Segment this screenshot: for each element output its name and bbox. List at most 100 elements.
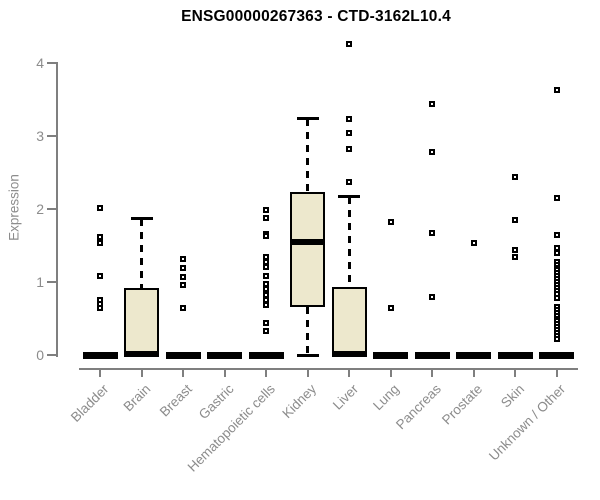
median-line bbox=[124, 350, 159, 357]
outlier-point bbox=[346, 179, 352, 186]
y-axis-tick-label: 0 bbox=[36, 347, 44, 363]
outlier-point bbox=[263, 273, 269, 280]
x-axis-tick bbox=[514, 368, 516, 377]
outlier-point bbox=[97, 204, 103, 211]
outlier-point bbox=[387, 219, 394, 226]
x-axis-label-liver: Liver bbox=[329, 381, 361, 413]
x-axis-tick bbox=[555, 368, 558, 377]
outlier-point bbox=[429, 148, 435, 155]
x-axis-line bbox=[79, 368, 578, 370]
outlier-point bbox=[263, 285, 269, 292]
iqr-box bbox=[290, 191, 325, 307]
chart-title: ENSG00000267363 - CTD-3162L10.4 bbox=[181, 8, 451, 25]
outlier-point bbox=[387, 305, 394, 312]
median-line bbox=[290, 239, 325, 245]
outlier-point bbox=[553, 231, 560, 238]
box-collapsed-at-zero bbox=[456, 351, 491, 359]
outlier-point bbox=[97, 240, 103, 247]
y-axis-tick-label: 1 bbox=[36, 274, 44, 291]
y-axis-tick-label: 2 bbox=[36, 201, 44, 218]
x-axis-label-prostate: Prostate bbox=[439, 381, 486, 428]
outlier-point bbox=[346, 145, 352, 152]
outlier-point bbox=[263, 292, 269, 299]
median-line bbox=[331, 350, 367, 357]
box-collapsed-at-zero bbox=[248, 351, 284, 359]
x-axis-tick bbox=[265, 368, 267, 377]
outlier-point bbox=[553, 244, 560, 251]
outlier-point bbox=[553, 295, 560, 302]
x-axis-label-bladder: Bladder bbox=[68, 381, 112, 425]
outlier-point bbox=[180, 305, 186, 312]
outlier-point bbox=[97, 233, 103, 240]
upper-whisker bbox=[347, 196, 351, 288]
outlier-point bbox=[346, 40, 352, 47]
x-axis-tick bbox=[389, 368, 392, 377]
x-axis-tick bbox=[348, 368, 350, 377]
outlier-point bbox=[429, 229, 435, 236]
outlier-point bbox=[180, 265, 186, 272]
x-axis-label-brain: Brain bbox=[120, 381, 154, 415]
box-collapsed-at-zero bbox=[373, 351, 408, 359]
outlier-point bbox=[553, 87, 560, 94]
outlier-point bbox=[512, 174, 518, 181]
y-axis-tick-label: 3 bbox=[36, 128, 44, 145]
y-axis-tick bbox=[47, 354, 56, 356]
x-axis-tick bbox=[306, 368, 309, 377]
outlier-point bbox=[263, 263, 269, 270]
outlier-point bbox=[180, 273, 186, 280]
outlier-point bbox=[553, 195, 560, 202]
outlier-point bbox=[512, 217, 518, 224]
y-axis-tick bbox=[47, 135, 56, 138]
x-axis-tick bbox=[140, 368, 143, 377]
upper-whisker bbox=[306, 118, 309, 192]
outlier-point bbox=[263, 319, 269, 326]
x-axis-label-gastric: Gastric bbox=[195, 381, 237, 423]
outlier-point bbox=[263, 254, 269, 261]
upper-whisker-cap bbox=[296, 117, 319, 121]
y-axis-line bbox=[56, 62, 58, 357]
outlier-point bbox=[263, 206, 269, 213]
y-axis-tick bbox=[47, 281, 56, 284]
outlier-point bbox=[429, 101, 435, 108]
x-axis-label-kidney: Kidney bbox=[279, 381, 320, 422]
box-collapsed-at-zero bbox=[497, 351, 533, 359]
y-axis-tick-label: 4 bbox=[36, 55, 44, 72]
outlier-point bbox=[512, 253, 518, 260]
box-collapsed-at-zero bbox=[414, 351, 450, 359]
x-axis-label-skin: Skin bbox=[497, 381, 527, 411]
y-axis-tick bbox=[47, 208, 56, 211]
upper-whisker-cap bbox=[338, 195, 360, 199]
outlier-point bbox=[263, 297, 269, 304]
x-axis-tick bbox=[431, 368, 433, 377]
x-axis-label-pancreas: Pancreas bbox=[392, 381, 444, 433]
outlier-point bbox=[429, 294, 435, 301]
box-collapsed-at-zero bbox=[539, 351, 574, 359]
box-collapsed-at-zero bbox=[165, 351, 201, 359]
outlier-point bbox=[97, 305, 103, 312]
box-collapsed-at-zero bbox=[207, 351, 242, 359]
x-axis-label-breast: Breast bbox=[156, 381, 195, 420]
outlier-point bbox=[553, 249, 560, 256]
x-axis-tick bbox=[99, 368, 101, 377]
outlier-point bbox=[263, 280, 269, 287]
box-collapsed-at-zero bbox=[82, 351, 118, 359]
outlier-point bbox=[263, 214, 269, 221]
upper-whisker bbox=[140, 218, 143, 288]
outlier-point bbox=[553, 335, 560, 342]
outlier-point bbox=[180, 282, 186, 289]
lower-whisker-cap bbox=[296, 353, 319, 357]
x-axis-tick bbox=[472, 368, 475, 377]
outlier-point bbox=[346, 115, 352, 122]
outlier-point bbox=[263, 327, 269, 334]
upper-whisker-cap bbox=[130, 217, 153, 221]
outlier-point bbox=[180, 255, 186, 262]
lower-whisker bbox=[306, 306, 309, 355]
x-axis-label-unknown-other: Unknown / Other bbox=[486, 381, 569, 464]
outlier-point bbox=[470, 240, 477, 247]
outlier-point bbox=[97, 273, 103, 280]
outlier-point bbox=[346, 129, 352, 136]
y-axis-tick bbox=[47, 62, 56, 65]
outlier-point bbox=[263, 302, 269, 309]
x-axis-tick bbox=[223, 368, 226, 377]
